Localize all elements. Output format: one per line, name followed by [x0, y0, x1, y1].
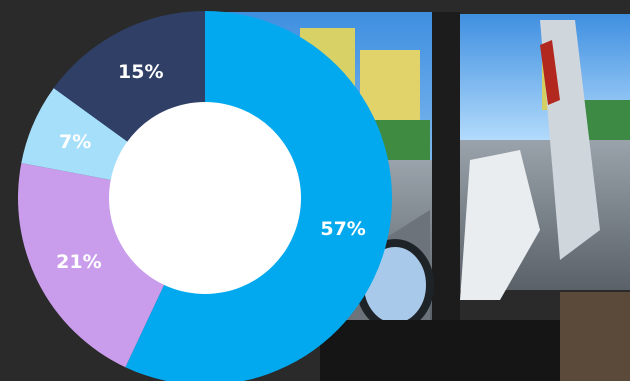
slice-label-3: 7% [59, 131, 91, 153]
slice-label-1: 57% [320, 218, 365, 240]
slice-labels: 57% 21% 7% 15% [56, 61, 366, 273]
slice-label-4: 15% [118, 61, 163, 83]
slice-label-2: 21% [56, 251, 101, 273]
donut-hole [109, 102, 301, 294]
